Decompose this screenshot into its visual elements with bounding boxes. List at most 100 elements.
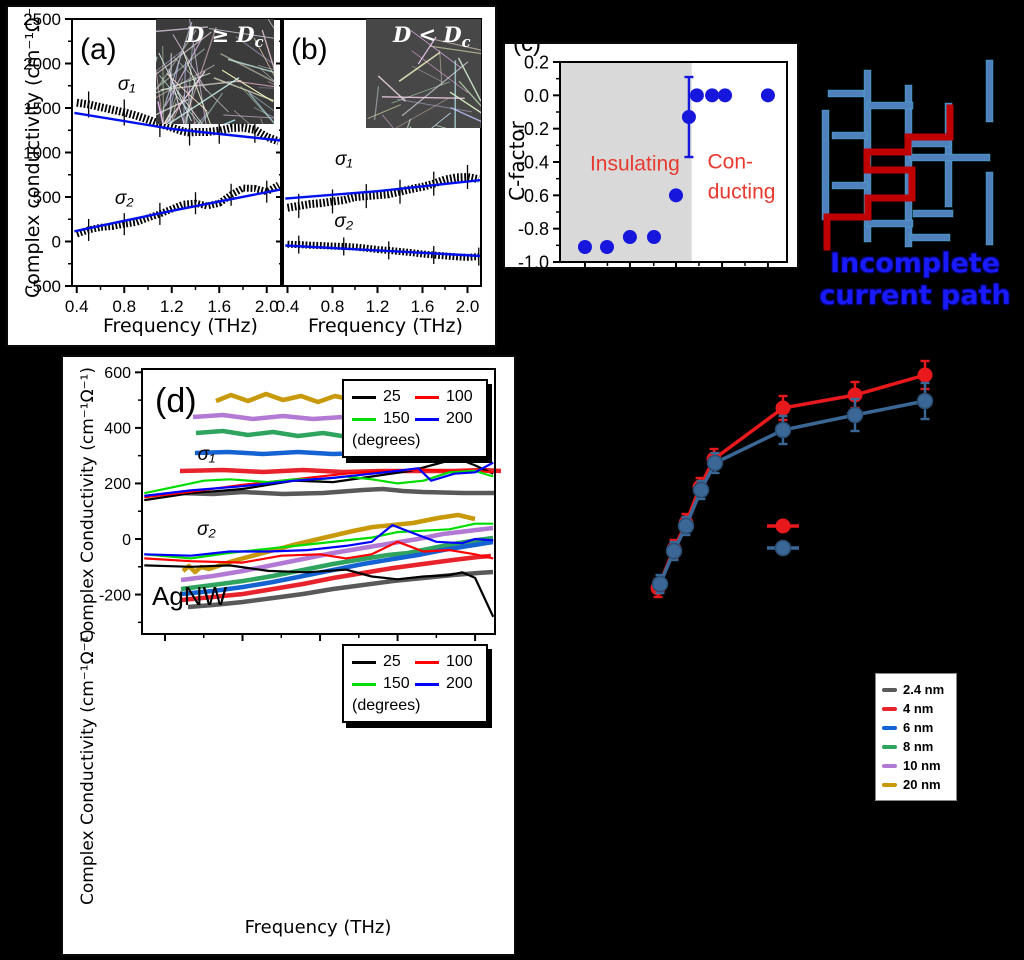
legend-line-100 <box>415 395 439 399</box>
legend-label-150: 150 <box>383 675 410 692</box>
svg-text:σ₂: σ₂ <box>334 211 353 232</box>
panel-d-card: 600 400 200 0 -200 (d) σ₁ σ₂ AgNW Complex Conduc… <box>61 355 516 956</box>
svg-text:-0.8: -0.8 <box>518 219 549 239</box>
svg-text:ducting: ducting <box>708 181 776 204</box>
agnw-top-plot <box>179 391 502 610</box>
svg-text:(a): (a) <box>80 33 117 66</box>
d-legend-bottom: 25 100 150 200 (degrees) <box>342 644 488 723</box>
svg-text:1500: 1500 <box>23 99 61 118</box>
panel-b-plot: 0.4 0.8 1.2 1.6 2.0 (b) σ₁ σ₂ <box>276 18 482 316</box>
incomplete-current-path-caption: Incomplete current path <box>795 248 1024 312</box>
panel-b-x-axis-label: Frequency (THz) <box>308 315 463 337</box>
panel-d-chart: 600 400 200 0 -200 (d) σ₁ σ₂ AgNW <box>99 365 502 641</box>
legend-label-100: 100 <box>446 388 473 405</box>
svg-text:0.0: 0.0 <box>524 86 549 106</box>
svg-text:0.8: 0.8 <box>112 297 136 316</box>
legend-label-25: 25 <box>383 653 401 670</box>
panel-a-plot: 0.4 0.8 1.2 1.6 2.0 2500 2000 1500 1000 500 0 -500 (… <box>23 10 282 316</box>
cfactor-y-axis-label: C-factor <box>505 121 529 201</box>
legend-line-4nm <box>882 706 897 711</box>
panel-ab-card: 0.4 0.8 1.2 1.6 2.0 2500 2000 1500 1000 500 0 -500 (… <box>6 5 497 347</box>
legend-degrees-note: (degrees) <box>352 697 421 714</box>
svg-text:-0.4: -0.4 <box>518 152 549 172</box>
ab-y-axis-label: Complex conductivity (cm⁻¹Ω⁻¹) <box>22 5 44 298</box>
inset-b-label: D < Dc <box>393 22 471 52</box>
legend-line-2-4nm <box>882 687 897 692</box>
svg-text:Con-: Con- <box>707 151 753 174</box>
legend-line-20nm <box>882 782 897 787</box>
svg-text:(d): (d) <box>155 382 197 420</box>
svg-text:0.4: 0.4 <box>65 297 89 316</box>
svg-text:1.2: 1.2 <box>366 297 390 316</box>
svg-text:0: 0 <box>52 233 61 252</box>
caption-line-1: Incomplete <box>829 248 1001 279</box>
svg-text:1.2: 1.2 <box>160 297 184 316</box>
svg-text:-1.0: -1.0 <box>518 252 549 267</box>
current-path-diagram <box>821 59 994 251</box>
svg-text:σ₂: σ₂ <box>115 188 134 209</box>
svg-text:(b): (b) <box>291 33 328 66</box>
inset-a-label: D ≥ Dc <box>186 22 264 52</box>
svg-text:-0.2: -0.2 <box>518 119 549 139</box>
svg-text:1000: 1000 <box>23 144 61 163</box>
legend-label-8nm: 8 nm <box>903 739 934 754</box>
legend-line-25 <box>352 660 376 664</box>
legend-line-200 <box>415 682 439 686</box>
svg-text:AgNW: AgNW <box>152 581 228 611</box>
legend-label-20nm: 20 nm <box>903 777 941 792</box>
legend-label-200: 200 <box>446 410 473 427</box>
svg-text:1.6: 1.6 <box>411 297 435 316</box>
legend-line-200 <box>415 417 439 421</box>
legend-degrees-note: (degrees) <box>352 432 421 449</box>
d-legend-top: 25 100 150 200 (degrees) <box>342 379 488 458</box>
svg-text:600: 600 <box>104 365 131 382</box>
panel-ab-chart: 0.4 0.8 1.2 1.6 2.0 2500 2000 1500 1000 500 0 -500 (… <box>23 10 482 316</box>
legend-label-100: 100 <box>446 653 473 670</box>
svg-text:500: 500 <box>33 188 61 207</box>
svg-text:-0.6: -0.6 <box>518 186 549 206</box>
agnw-bottom-plot: 600 400 200 0 -200 (d) σ₁ σ₂ AgNW <box>99 365 496 641</box>
thickness-chart: 0.30.60.91.21.56004002000-200σ₁σ₂G/AgNW <box>571 913 963 960</box>
legend-label-6nm: 6 nm <box>903 720 934 735</box>
legend-line-25 <box>352 395 376 399</box>
panel-a-x-axis-label: Frequency (THz) <box>103 315 258 337</box>
cfactor-card: (c) 0.2 0.0 -0.2 -0.4 -0.6 -0.8 -1.0 Insulating… <box>503 42 799 269</box>
legend-line-6nm <box>882 725 897 730</box>
svg-text:0.8: 0.8 <box>321 297 345 316</box>
svg-text:-500: -500 <box>27 277 61 296</box>
svg-text:2000: 2000 <box>23 55 61 74</box>
legend-label-25: 25 <box>383 388 401 405</box>
d-top-y-axis-label: Complex Conductivity (cm⁻¹Ω⁻¹) <box>78 367 98 643</box>
legend-label-150: 150 <box>383 410 410 427</box>
svg-text:2500: 2500 <box>23 10 61 29</box>
legend-line-8nm <box>882 744 897 749</box>
legend-label-10nm: 10 nm <box>903 758 941 773</box>
legend-line-150 <box>352 417 376 421</box>
svg-text:σ₁: σ₁ <box>335 149 352 170</box>
panel-c-label-clipped: (c) <box>513 42 541 57</box>
svg-text:600: 600 <box>571 913 598 930</box>
incomplete-current-path-line <box>823 104 954 251</box>
svg-text:200: 200 <box>104 476 131 493</box>
legend-line-10nm <box>882 763 897 768</box>
svg-text:-200: -200 <box>99 587 131 604</box>
legend-label-2-4nm: 2.4 nm <box>903 682 945 697</box>
sem-inset-sparse <box>366 19 481 128</box>
svg-text:σ₁: σ₁ <box>198 444 215 465</box>
scatter-right-plot <box>650 359 934 599</box>
svg-text:0.2: 0.2 <box>524 52 549 72</box>
svg-text:1.6: 1.6 <box>207 297 231 316</box>
svg-text:2.0: 2.0 <box>255 297 279 316</box>
svg-text:0.4: 0.4 <box>276 297 300 316</box>
thickness-legend: 2.4 nm 4 nm 6 nm 8 nm 10 nm 20 nm <box>875 673 957 801</box>
scatter-right-chart <box>650 359 934 599</box>
legend-label-4nm: 4 nm <box>903 701 934 716</box>
legend-line-150 <box>352 682 376 686</box>
svg-text:2.0: 2.0 <box>456 297 480 316</box>
svg-text:0: 0 <box>122 532 131 549</box>
d-bottom-y-axis-label: Complex Conductivity (cm⁻¹Ω⁻¹) <box>78 629 98 905</box>
svg-text:σ₂: σ₂ <box>197 519 216 540</box>
d-x-axis-label: Frequency (THz) <box>244 917 392 938</box>
cfactor-plot: 0.2 0.0 -0.2 -0.4 -0.6 -0.8 -1.0 Insulating Con-… <box>518 52 788 267</box>
